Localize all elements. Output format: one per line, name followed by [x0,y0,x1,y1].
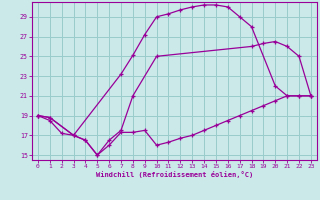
X-axis label: Windchill (Refroidissement éolien,°C): Windchill (Refroidissement éolien,°C) [96,171,253,178]
